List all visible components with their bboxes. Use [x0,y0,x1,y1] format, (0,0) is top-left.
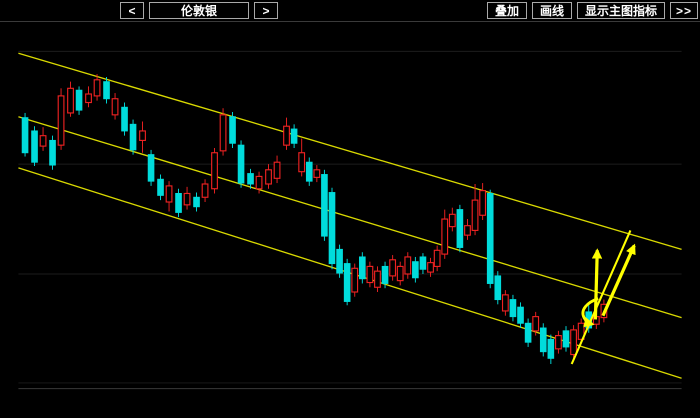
channel-trendline [18,52,682,251]
symbol-button[interactable]: 伦敦银 [149,2,249,19]
candle-down [49,139,56,166]
candle-down [157,178,164,196]
candle-down [305,161,313,182]
candle-up [211,152,218,190]
candle-up [67,87,74,114]
candle-down [509,299,517,318]
toolbar-actions: 叠加 画线 显示主图指标 >> [486,2,698,19]
candle-up [441,218,449,255]
hook-down-arrow [581,297,599,328]
candle-down [237,144,245,184]
candle-up [265,169,272,185]
more-button[interactable]: >> [669,2,698,19]
candle-down [524,322,532,343]
candle-up [183,192,191,206]
symbol-switcher: < 伦敦银 > [120,2,278,19]
candle-down [328,192,336,265]
candle-down [562,330,570,348]
candle-up [298,152,306,173]
candle-up [374,270,381,288]
candle-up [479,190,487,216]
candle-up [201,183,209,198]
candle-down [547,338,555,359]
candle-down [381,265,389,284]
candle-up [93,79,101,97]
candle-down [31,130,38,163]
candle-down [359,256,366,280]
candle-down [290,128,298,144]
candle-up [313,169,321,178]
candle-up [577,322,585,340]
candle-up [255,175,263,190]
up-arrow [591,248,603,320]
candle-up [464,225,471,236]
candle-down [412,261,419,279]
candle-down [229,116,236,144]
candle-up [501,294,509,312]
candle-up [366,265,374,284]
candle-up [433,249,441,267]
candle-up [219,114,227,152]
candle-down [147,154,155,182]
candle-up [389,259,397,277]
candle-down [175,193,182,213]
prev-symbol-button[interactable]: < [120,2,144,19]
candle-down [456,209,464,248]
candle-down [21,117,29,154]
candle-up [404,256,412,275]
draw-line-button[interactable]: 画线 [531,2,572,19]
candle-up [396,265,404,282]
candle-up [111,98,119,116]
candle-down [321,174,328,237]
support-trendline [570,230,632,365]
candle-down [121,106,128,132]
candle-down [419,256,427,270]
candle-down [343,263,351,302]
candle-down [193,196,200,208]
candle-down [539,327,547,353]
candle-up [427,262,434,273]
candle-up [85,93,92,104]
toolbar: < 伦敦银 > 叠加 画线 显示主图指标 >> [0,0,700,22]
candle-up [139,130,146,141]
candle-down [247,173,254,185]
candle-up [555,335,562,350]
candle-down [129,123,137,151]
candle-up [165,185,173,203]
main-indicator-button[interactable]: 显示主图指标 [576,2,665,19]
candlestick-chart[interactable] [0,22,700,418]
candle-down [75,89,83,111]
candle-up [57,95,65,146]
overlay-button[interactable]: 叠加 [486,2,527,19]
candle-up [570,329,577,356]
candle-down [517,306,524,324]
candle-down [103,81,110,100]
candle-up [532,316,540,332]
candle-up [273,161,281,179]
candle-up [283,125,290,146]
candle-down [336,248,343,274]
up-right-arrow [601,243,636,317]
candle-up [448,213,456,228]
candle-down [486,193,494,284]
candle-down [494,275,502,301]
candle-up [471,199,479,231]
next-symbol-button[interactable]: > [254,2,278,19]
channel-trendline [18,116,682,319]
candle-up [351,267,359,293]
candle-up [39,135,47,147]
chart-canvas [18,50,682,390]
